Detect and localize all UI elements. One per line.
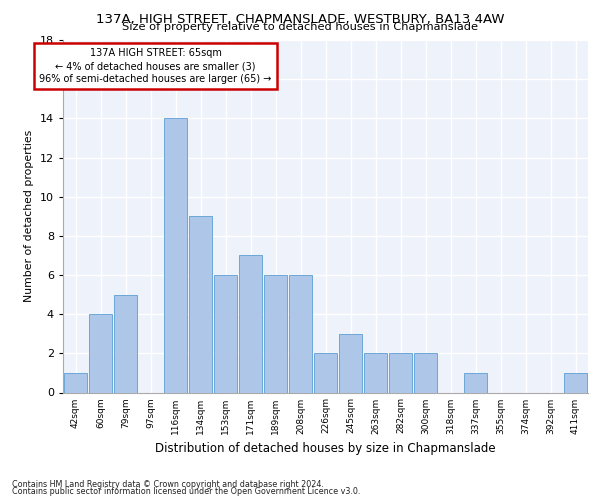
Bar xyxy=(114,294,137,392)
Bar xyxy=(239,256,262,392)
Bar xyxy=(339,334,362,392)
Bar xyxy=(564,373,587,392)
Bar xyxy=(464,373,487,392)
Text: Contains HM Land Registry data © Crown copyright and database right 2024.: Contains HM Land Registry data © Crown c… xyxy=(12,480,324,489)
Bar xyxy=(364,354,387,393)
Text: 137A HIGH STREET: 65sqm
← 4% of detached houses are smaller (3)
96% of semi-deta: 137A HIGH STREET: 65sqm ← 4% of detached… xyxy=(40,48,272,84)
Bar xyxy=(89,314,112,392)
Y-axis label: Number of detached properties: Number of detached properties xyxy=(24,130,34,302)
Bar xyxy=(264,275,287,392)
Text: Contains public sector information licensed under the Open Government Licence v3: Contains public sector information licen… xyxy=(12,488,361,496)
Bar xyxy=(289,275,312,392)
Bar xyxy=(189,216,212,392)
Bar xyxy=(414,354,437,393)
Bar xyxy=(314,354,337,393)
Bar xyxy=(389,354,412,393)
X-axis label: Distribution of detached houses by size in Chapmanslade: Distribution of detached houses by size … xyxy=(155,442,496,455)
Bar xyxy=(164,118,187,392)
Text: Size of property relative to detached houses in Chapmanslade: Size of property relative to detached ho… xyxy=(122,22,478,32)
Bar xyxy=(214,275,237,392)
Bar xyxy=(64,373,87,392)
Text: 137A, HIGH STREET, CHAPMANSLADE, WESTBURY, BA13 4AW: 137A, HIGH STREET, CHAPMANSLADE, WESTBUR… xyxy=(96,12,504,26)
